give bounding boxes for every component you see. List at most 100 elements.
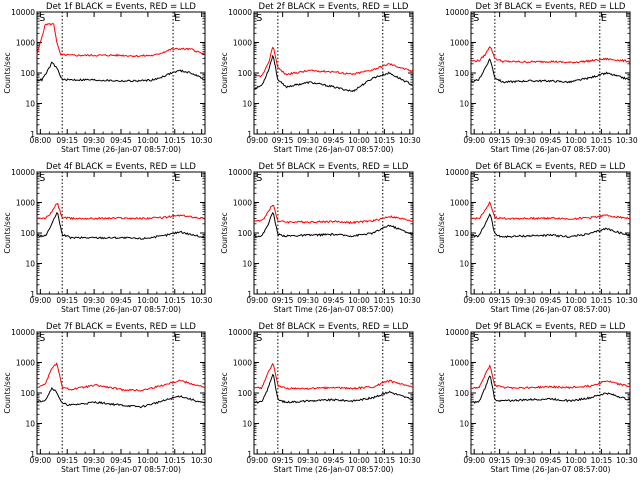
x-tick-label: 10:15 <box>164 296 186 305</box>
x-tick-label: 10:00 <box>565 136 587 145</box>
x-tick-label: 09:30 <box>297 456 319 465</box>
x-tick-label: 09:15 <box>56 296 78 305</box>
events-series-line <box>36 212 206 240</box>
y-tick-label: 1 <box>30 290 35 299</box>
x-tick-label: 09:00 <box>463 296 485 305</box>
x-axis-label: Start Time (26-Jan-07 08:57:00) <box>274 145 394 154</box>
x-tick-label: 10:30 <box>616 136 638 145</box>
x-tick-label: 09:45 <box>540 296 562 305</box>
x-tick-label: 09:45 <box>110 136 132 145</box>
chart-title: Det 6f BLACK = Events, RED = LLD <box>476 162 626 172</box>
events-series-line <box>470 58 631 84</box>
y-tick-label: 10000 <box>228 8 252 17</box>
y-tick-label: 100 <box>238 229 253 238</box>
y-tick-label: 100 <box>238 69 253 78</box>
y-axis-label: Counts/sec <box>220 212 229 253</box>
events-series-line <box>253 54 414 93</box>
x-tick-label: 10:00 <box>137 296 159 305</box>
y-tick-label: 10 <box>25 260 35 269</box>
chart-title: Det 5f BLACK = Events, RED = LLD <box>259 162 409 172</box>
y-tick-label: 1000 <box>233 359 252 368</box>
x-tick-label: 09:30 <box>297 136 319 145</box>
x-tick-label: 10:15 <box>591 296 613 305</box>
y-axis-label: Counts/sec <box>3 52 12 93</box>
y-tick-label: 1000 <box>450 39 469 48</box>
x-tick-label: 09:45 <box>110 456 132 465</box>
lld-series-line <box>253 204 414 225</box>
x-axis-label: Start Time (26-Jan-07 08:57:00) <box>491 465 611 474</box>
y-tick-label: 10000 <box>445 168 469 177</box>
y-tick-label: 10 <box>242 100 252 109</box>
chart-panel-3: Det 3f BLACK = Events, RED = LLD 1 10 100 10… <box>437 2 638 154</box>
y-tick-label: 1 <box>464 450 469 459</box>
y-axis-label: Counts/sec <box>437 52 446 93</box>
y-tick-label: 100 <box>455 229 470 238</box>
x-tick-label: 10:30 <box>191 456 213 465</box>
start-marker-label: S <box>256 173 262 184</box>
x-tick-label: 10:15 <box>374 456 396 465</box>
y-tick-label: 1000 <box>233 39 252 48</box>
chart-panel-6: Det 6f BLACK = Events, RED = LLD 1 10 100 10… <box>437 162 638 314</box>
x-tick-label: 09:15 <box>489 136 511 145</box>
events-series-line <box>36 61 206 83</box>
x-tick-label: 09:15 <box>272 456 294 465</box>
x-tick-label: 09:30 <box>297 296 319 305</box>
y-tick-label: 10000 <box>445 328 469 337</box>
lld-series-line <box>470 364 631 390</box>
lld-series-line <box>253 362 414 391</box>
x-tick-label: 09:00 <box>30 456 52 465</box>
lld-series-line <box>36 361 206 392</box>
x-tick-label: 09:30 <box>83 456 105 465</box>
y-tick-label: 10000 <box>11 8 35 17</box>
y-tick-label: 1 <box>30 450 35 459</box>
x-tick-label: 09:30 <box>83 296 105 305</box>
lld-series-line <box>36 22 206 58</box>
y-tick-label: 1000 <box>16 39 35 48</box>
x-axis-label: Start Time (26-Jan-07 08:57:00) <box>61 145 181 154</box>
start-marker-label: S <box>473 13 479 24</box>
x-tick-label: 10:00 <box>565 296 587 305</box>
x-tick-label: 10:00 <box>137 456 159 465</box>
y-tick-label: 1000 <box>233 199 252 208</box>
y-tick-label: 1 <box>247 450 252 459</box>
x-tick-label: 10:30 <box>399 296 421 305</box>
end-marker-label: E <box>174 13 180 24</box>
y-tick-label: 100 <box>455 69 470 78</box>
chart-title: Det 2f BLACK = Events, RED = LLD <box>259 2 409 12</box>
x-tick-label: 10:00 <box>348 136 370 145</box>
events-series-line <box>253 212 413 238</box>
end-marker-label: E <box>174 173 180 184</box>
x-tick-label: 09:00 <box>246 296 268 305</box>
lld-series-line <box>470 201 631 221</box>
start-marker-label: S <box>473 333 479 344</box>
x-tick-label: 10:30 <box>399 136 421 145</box>
x-tick-label: 09:30 <box>83 136 105 145</box>
x-tick-label: 09:30 <box>514 136 536 145</box>
x-tick-label: 10:15 <box>164 456 186 465</box>
end-marker-label: E <box>601 173 607 184</box>
x-axis-label: Start Time (26-Jan-07 08:57:00) <box>491 305 611 314</box>
y-tick-label: 1000 <box>16 199 35 208</box>
x-tick-label: 09:15 <box>272 136 294 145</box>
x-tick-label: 09:15 <box>272 296 294 305</box>
chart-title: Det 9f BLACK = Events, RED = LLD <box>476 322 626 332</box>
chart-title: Det 4f BLACK = Events, RED = LLD <box>46 162 196 172</box>
y-axis-label: Counts/sec <box>220 52 229 93</box>
end-marker-label: E <box>601 333 607 344</box>
chart-panel-5: Det 5f BLACK = Events, RED = LLD 1 10 100 10… <box>220 162 421 314</box>
x-tick-label: 09:15 <box>56 136 78 145</box>
x-tick-label: 09:15 <box>489 456 511 465</box>
chart-panel-4: Det 4f BLACK = Events, RED = LLD 1 10 100 10… <box>3 162 213 314</box>
chart-panel-7: Det 7f BLACK = Events, RED = LLD 1 10 100 10… <box>3 322 213 474</box>
y-tick-label: 10 <box>459 100 469 109</box>
y-tick-label: 1000 <box>16 359 35 368</box>
x-tick-label: 09:00 <box>246 456 268 465</box>
y-tick-label: 1 <box>464 130 469 139</box>
y-tick-label: 10 <box>25 100 35 109</box>
x-tick-label: 09:45 <box>323 136 345 145</box>
events-series-line <box>36 387 206 409</box>
y-tick-label: 1 <box>247 130 252 139</box>
x-tick-label: 10:30 <box>616 456 638 465</box>
x-tick-label: 10:00 <box>565 456 587 465</box>
x-tick-label: 09:00 <box>463 136 485 145</box>
